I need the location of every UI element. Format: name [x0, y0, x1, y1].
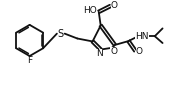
Text: N: N [96, 49, 103, 58]
Text: O: O [111, 47, 118, 56]
Text: F: F [27, 56, 32, 65]
Text: HN: HN [135, 32, 149, 41]
Text: S: S [58, 29, 64, 39]
Text: HO: HO [83, 6, 97, 15]
Text: O: O [111, 1, 118, 9]
Text: O: O [136, 47, 143, 56]
